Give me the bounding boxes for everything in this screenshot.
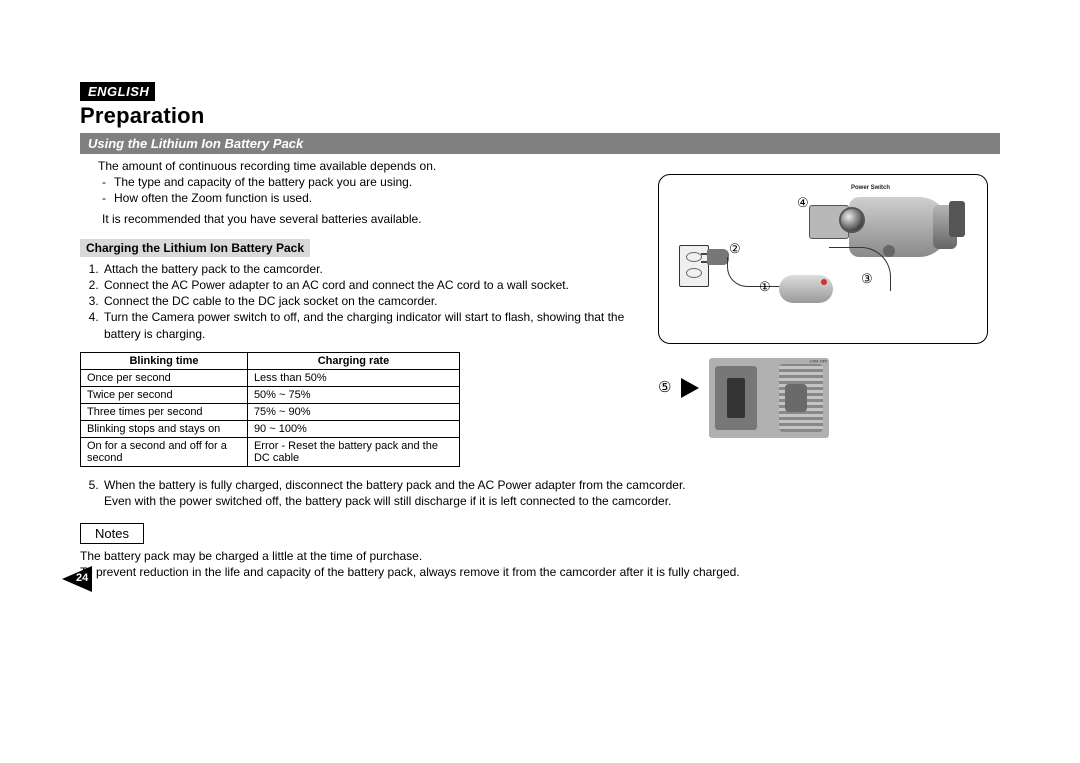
charging-subheading: Charging the Lithium Ion Battery Pack <box>80 239 310 257</box>
step-5: When the battery is fully charged, disco… <box>80 477 1000 509</box>
step-5-text-b: Even with the power switched off, the ba… <box>104 494 671 508</box>
ac-cord-icon <box>727 257 783 287</box>
page-number: 24 <box>76 572 88 584</box>
table-row: On for a second and off for a second Err… <box>81 437 460 466</box>
callout-3: ③ <box>861 271 873 287</box>
section-heading: Using the Lithium Ion Battery Pack <box>80 133 1000 154</box>
list-item: The type and capacity of the battery pac… <box>102 174 640 190</box>
step-item: Connect the DC cable to the DC jack sock… <box>102 293 640 309</box>
table-header: Blinking time <box>81 352 248 369</box>
recommendation-text: It is recommended that you have several … <box>102 211 640 227</box>
step-item: When the battery is fully charged, disco… <box>102 477 1000 509</box>
power-switch-label: Power Switch <box>851 185 890 191</box>
plug-icon <box>707 249 729 265</box>
callout-1: ① <box>759 279 771 295</box>
notes-label: Notes <box>80 523 144 544</box>
notes-text-b: To prevent reduction in the life and cap… <box>80 565 740 579</box>
table-row: Once per second Less than 50% <box>81 369 460 386</box>
table-header: Charging rate <box>247 352 459 369</box>
table-row: Three times per second 75% ~ 90% <box>81 403 460 420</box>
language-label: ENGLISH <box>80 82 155 101</box>
table-cell: Once per second <box>81 369 248 386</box>
callout-2: ② <box>729 241 741 257</box>
arrow-right-icon <box>681 378 699 398</box>
charging-rate-table: Blinking time Charging rate Once per sec… <box>80 352 460 467</box>
table-row: Blinking stops and stays on 90 ~ 100% <box>81 420 460 437</box>
table-cell: Twice per second <box>81 386 248 403</box>
power-switch-closeup-icon: CAM OFF <box>709 358 829 438</box>
step-5-text-a: When the battery is fully charged, disco… <box>104 478 686 492</box>
dc-jack-icon <box>883 245 895 257</box>
step-item: Connect the AC Power adapter to an AC co… <box>102 277 640 293</box>
notes-text-a: The battery pack may be charged a little… <box>80 549 422 563</box>
step-item: Attach the battery pack to the camcorder… <box>102 261 640 277</box>
page-title: Preparation <box>80 103 1000 129</box>
table-cell: Three times per second <box>81 403 248 420</box>
table-cell: Blinking stops and stays on <box>81 420 248 437</box>
wall-outlet-icon <box>679 245 709 287</box>
switch-position-label: CAM OFF <box>809 360 827 364</box>
figure-5: ⑤ CAM OFF <box>658 358 988 438</box>
ac-adapter-icon <box>779 275 833 303</box>
notes-body: The battery pack may be charged a little… <box>80 548 1000 580</box>
table-cell: Error - Reset the battery pack and the D… <box>247 437 459 466</box>
step-item: Turn the Camera power switch to off, and… <box>102 309 640 341</box>
callout-5: ⑤ <box>658 378 671 396</box>
dependency-list: The type and capacity of the battery pac… <box>102 174 640 206</box>
table-cell: 90 ~ 100% <box>247 420 459 437</box>
charging-diagram: Power Switch ① ② ③ ④ <box>658 174 988 344</box>
table-cell: 50% ~ 75% <box>247 386 459 403</box>
intro-text: The amount of continuous recording time … <box>98 158 640 174</box>
table-cell: On for a second and off for a second <box>81 437 248 466</box>
list-item: How often the Zoom function is used. <box>102 190 640 206</box>
table-row: Twice per second 50% ~ 75% <box>81 386 460 403</box>
callout-4: ④ <box>797 195 809 211</box>
table-cell: 75% ~ 90% <box>247 403 459 420</box>
table-cell: Less than 50% <box>247 369 459 386</box>
charging-steps: Attach the battery pack to the camcorder… <box>80 261 640 342</box>
